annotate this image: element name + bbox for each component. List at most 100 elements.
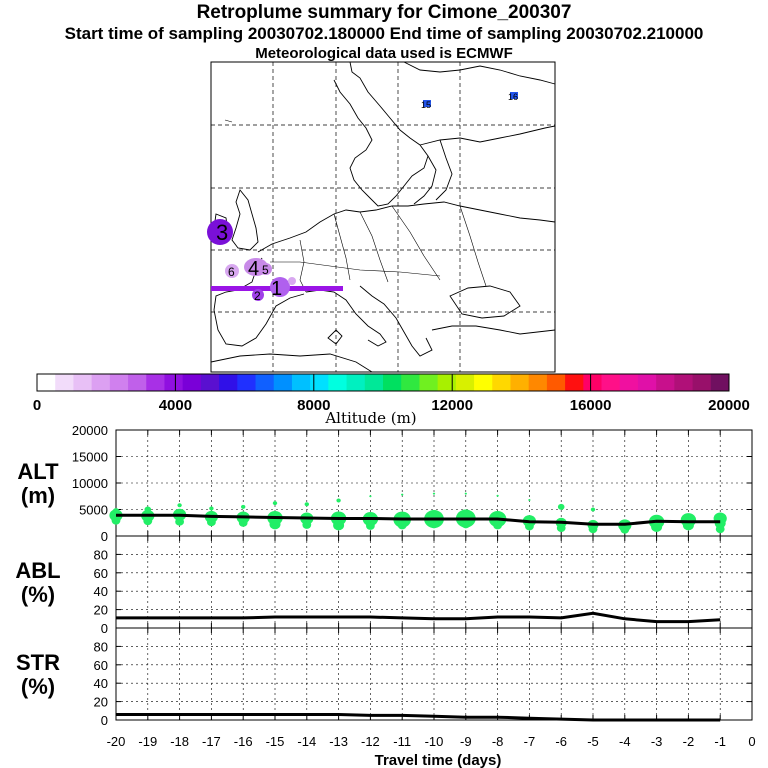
data-point (177, 503, 182, 508)
colorbar-tick-label: 4000 (159, 397, 192, 414)
x-tick-label: -12 (361, 734, 380, 749)
panel-abl: 0 20 40 60 80 ABL(%) (15, 535, 753, 636)
colorbar-tick-label: 20000 (708, 397, 750, 414)
x-tick-label: -16 (234, 734, 253, 749)
data-point (651, 521, 663, 532)
colorbar-swatch (383, 374, 402, 391)
y-tick-label: 10000 (72, 476, 108, 491)
y-axis-label: ALT (17, 459, 59, 484)
data-point (304, 502, 309, 507)
colorbar-swatch (164, 374, 184, 391)
x-tick-label: -10 (425, 734, 444, 749)
data-point (401, 493, 404, 496)
data-point (369, 495, 372, 498)
y-axis-label: ABL (15, 558, 60, 583)
x-tick-label: -4 (619, 734, 631, 749)
data-point (207, 518, 216, 527)
colorbar-tick-label: 16000 (570, 397, 612, 414)
time-series-panels: 05000100001500020000ALT(m)020406080ABL(%… (15, 423, 755, 749)
colorbar-swatch (437, 374, 457, 391)
data-point (209, 506, 214, 511)
data-point (143, 517, 153, 526)
y-tick-label: 0 (101, 713, 108, 728)
colorbar-swatch (37, 374, 56, 391)
colorbar-swatch (328, 374, 348, 391)
colorbar-swatch (710, 374, 730, 391)
colorbar-title: Altitude (m) (324, 409, 416, 427)
colorbar-swatch (310, 374, 329, 391)
map-marker-2: 2 (252, 289, 264, 303)
data-point (302, 520, 312, 529)
x-tick-label: -9 (460, 734, 472, 749)
colorbar-swatch (182, 374, 202, 391)
colorbar-swatch (674, 374, 694, 391)
y-tick-label: 80 (94, 547, 108, 562)
x-tick-label: -20 (107, 734, 126, 749)
data-point (464, 492, 467, 495)
x-tick-label: -3 (651, 734, 663, 749)
data-point (336, 498, 341, 503)
map-marker-2-label: 2 (254, 289, 261, 303)
data-point (269, 519, 281, 530)
y-tick-label: 20000 (72, 423, 108, 438)
colorbar-swatch (601, 374, 621, 391)
colorbar-swatch (455, 374, 475, 391)
y-tick-label: 15000 (72, 450, 108, 465)
colorbar-swatch (200, 374, 220, 391)
colorbar-swatch (637, 374, 657, 391)
y-tick-label: 60 (94, 658, 108, 673)
data-point (590, 507, 596, 512)
map-marker-1: 1 (270, 277, 296, 300)
map-marker-6-label: 6 (228, 265, 235, 279)
colorbar-swatch (401, 374, 420, 391)
colorbar-swatch (619, 374, 639, 391)
colorbar-swatch (419, 374, 439, 391)
colorbar-tick-label: 8000 (297, 397, 330, 414)
meteorological-data-line: Meteorological data used is ECMWF (255, 45, 513, 62)
colorbar-swatch (510, 374, 530, 391)
series-line-str (116, 713, 721, 722)
x-tick-label: -7 (524, 734, 536, 749)
x-tick-label: -11 (393, 734, 411, 749)
colorbar-swatch (346, 374, 366, 391)
series-line-abl (116, 611, 721, 624)
data-point (272, 501, 278, 506)
x-tick-label: -5 (587, 734, 599, 749)
data-point (366, 521, 375, 530)
y-axis-unit: (%) (21, 674, 55, 699)
map-marker-6: 6 (225, 264, 239, 279)
chart-title: Retroplume summary for Cimone_200307 (196, 2, 572, 23)
panel-str: 0 20 40 60 80 STR(%) (16, 627, 753, 728)
x-tick-label: -14 (297, 734, 316, 749)
x-tick-label: -8 (492, 734, 504, 749)
data-point (429, 520, 439, 529)
y-tick-label: 60 (94, 566, 108, 581)
colorbar-swatch (565, 374, 584, 391)
data-point (556, 524, 566, 533)
colorbar-swatch (73, 374, 93, 391)
x-tick-label: -19 (138, 734, 157, 749)
map-marker-15-label: 15 (421, 100, 431, 110)
x-tick-label: 0 (748, 734, 755, 749)
data-point (238, 518, 248, 527)
x-tick-label: -6 (555, 734, 567, 749)
panel-alt: 0 5000 10000 15000 20000 ALT(m) (17, 423, 753, 544)
y-tick-label: 0 (101, 621, 108, 636)
map-marker-5: 5 (260, 263, 272, 277)
colorbar-swatch (109, 374, 129, 391)
colorbar-swatch (146, 374, 165, 391)
map-marker-4-label: 4 (248, 258, 259, 280)
x-axis-label: Travel time (days) (375, 752, 502, 768)
map-marker-16: 16 (508, 92, 518, 102)
map-marker-3-label: 3 (216, 220, 228, 245)
coastlines (210, 61, 556, 373)
map-marker-15: 15 (421, 100, 431, 110)
y-tick-label: 0 (101, 529, 108, 544)
colorbar-swatch (492, 374, 511, 391)
colorbar-swatch (237, 374, 257, 391)
y-tick-label: 80 (94, 639, 108, 654)
colorbar-swatch (273, 374, 293, 391)
y-tick-label: 20 (94, 603, 108, 618)
x-tick-label: -18 (170, 734, 189, 749)
